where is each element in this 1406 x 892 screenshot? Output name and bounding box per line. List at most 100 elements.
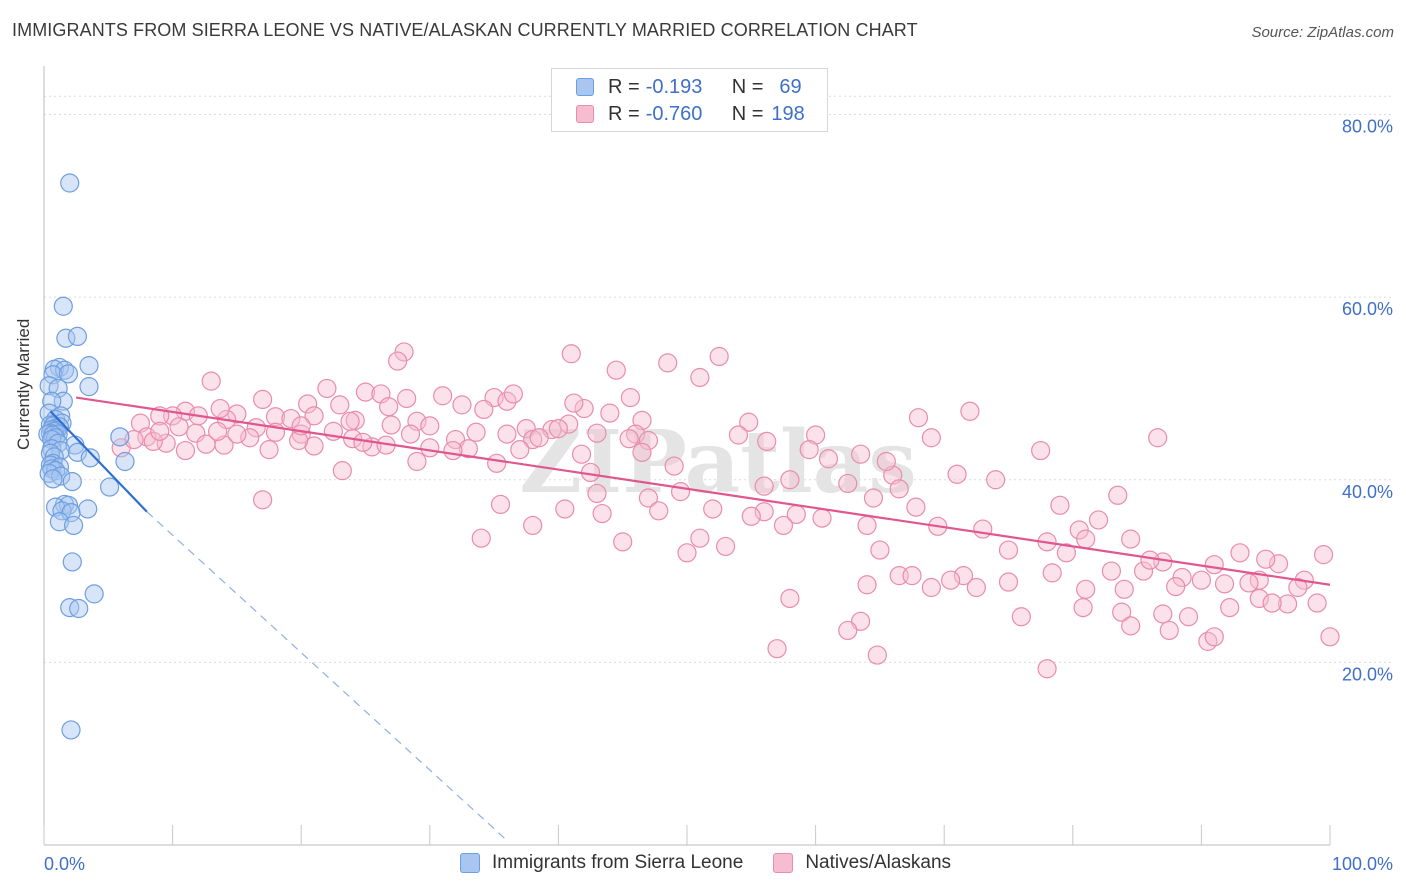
- n-label: N =: [731, 102, 764, 125]
- point-native: [658, 353, 678, 373]
- trend-line-sierra-leone-extension: [146, 511, 508, 841]
- point-native: [490, 494, 511, 515]
- trend-line-natives: [75, 396, 1331, 586]
- point-native: [510, 440, 530, 460]
- y-tick-label: 40.0%: [1342, 482, 1393, 502]
- point-native: [355, 382, 376, 402]
- point-native: [1076, 579, 1096, 599]
- point-native: [458, 439, 478, 459]
- point-native: [487, 453, 507, 473]
- series-swatch-pink: [773, 853, 794, 873]
- point-native: [780, 588, 800, 609]
- point-native: [1108, 485, 1128, 505]
- point-native: [1011, 607, 1031, 627]
- point-native: [1112, 602, 1132, 622]
- point-native: [638, 430, 659, 451]
- point-native: [876, 451, 896, 472]
- r-value: -0.760: [645, 102, 703, 125]
- point-native: [953, 566, 974, 586]
- point-native: [600, 403, 620, 423]
- point-native: [863, 488, 884, 508]
- point-native: [240, 428, 260, 448]
- point-native: [606, 360, 626, 380]
- point-native: [921, 428, 941, 448]
- point-sierra-leone: [58, 364, 79, 384]
- point-native: [620, 387, 641, 408]
- point-native: [433, 386, 453, 406]
- point-native: [265, 407, 286, 427]
- point-sierra-leone: [42, 391, 62, 411]
- point-native: [1148, 428, 1168, 448]
- point-native: [838, 620, 858, 641]
- point-native: [592, 503, 612, 524]
- point-native: [908, 408, 929, 428]
- point-native: [1101, 561, 1121, 581]
- legend-row-sierra-leone: R = -0.193 N = 69: [576, 75, 802, 99]
- point-native: [664, 456, 684, 476]
- point-native: [670, 482, 691, 502]
- point-sierra-leone: [43, 469, 63, 489]
- point-native: [1166, 576, 1186, 597]
- point-native: [703, 499, 723, 519]
- point-native: [503, 384, 523, 404]
- x-tick-label-max: 100.0%: [1332, 854, 1393, 874]
- point-native: [1262, 593, 1282, 613]
- point-native: [330, 395, 350, 415]
- point-native: [1313, 545, 1334, 565]
- point-native: [728, 425, 749, 445]
- point-sierra-leone: [79, 377, 99, 397]
- point-native: [1191, 570, 1212, 590]
- point-native: [548, 419, 569, 439]
- point-native: [259, 440, 279, 460]
- point-native: [452, 395, 472, 415]
- point-native: [523, 515, 543, 536]
- point-native: [210, 398, 230, 419]
- point-native: [998, 540, 1019, 560]
- point-native: [1204, 555, 1224, 575]
- point-native: [124, 429, 144, 450]
- point-native: [754, 502, 774, 522]
- point-native: [1220, 597, 1240, 618]
- point-native: [870, 540, 890, 560]
- point-native: [587, 483, 607, 504]
- point-native: [709, 346, 729, 367]
- point-native: [571, 444, 592, 464]
- n-value: 69: [779, 75, 802, 98]
- point-native: [947, 464, 967, 484]
- y-tick-labels: 20.0% 40.0% 60.0% 80.0% 0.0% 100.0%: [44, 117, 1393, 874]
- point-native: [253, 490, 273, 510]
- point-native: [818, 449, 839, 469]
- point-native: [741, 506, 761, 526]
- point-native: [1140, 550, 1160, 570]
- point-sierra-leone: [53, 391, 73, 411]
- point-native: [150, 421, 170, 441]
- point-native: [1121, 529, 1141, 549]
- point-native: [471, 528, 491, 548]
- point-native: [780, 470, 800, 490]
- point-native: [497, 424, 517, 444]
- point-native: [1073, 597, 1093, 618]
- point-native: [838, 473, 858, 494]
- point-native: [298, 394, 318, 414]
- point-native: [632, 442, 652, 462]
- point-native: [143, 431, 163, 452]
- point-native: [304, 406, 324, 426]
- point-native: [773, 515, 794, 536]
- point-sierra-leone: [78, 499, 98, 519]
- point-sierra-leone: [67, 326, 88, 347]
- point-native: [1121, 616, 1141, 636]
- point-sierra-leone: [49, 512, 70, 532]
- y-tick-label: 80.0%: [1342, 117, 1393, 137]
- point-native: [175, 440, 196, 461]
- point-native: [902, 566, 922, 586]
- point-native: [649, 501, 669, 521]
- y-tick-label: 60.0%: [1342, 299, 1393, 319]
- n-label: N =: [731, 75, 764, 98]
- trend-lines: [49, 396, 1331, 841]
- point-native: [1249, 588, 1269, 609]
- point-native: [555, 499, 575, 519]
- point-native: [715, 536, 736, 557]
- point-native: [332, 461, 352, 481]
- point-native: [564, 393, 584, 413]
- r-label: R =: [608, 102, 640, 125]
